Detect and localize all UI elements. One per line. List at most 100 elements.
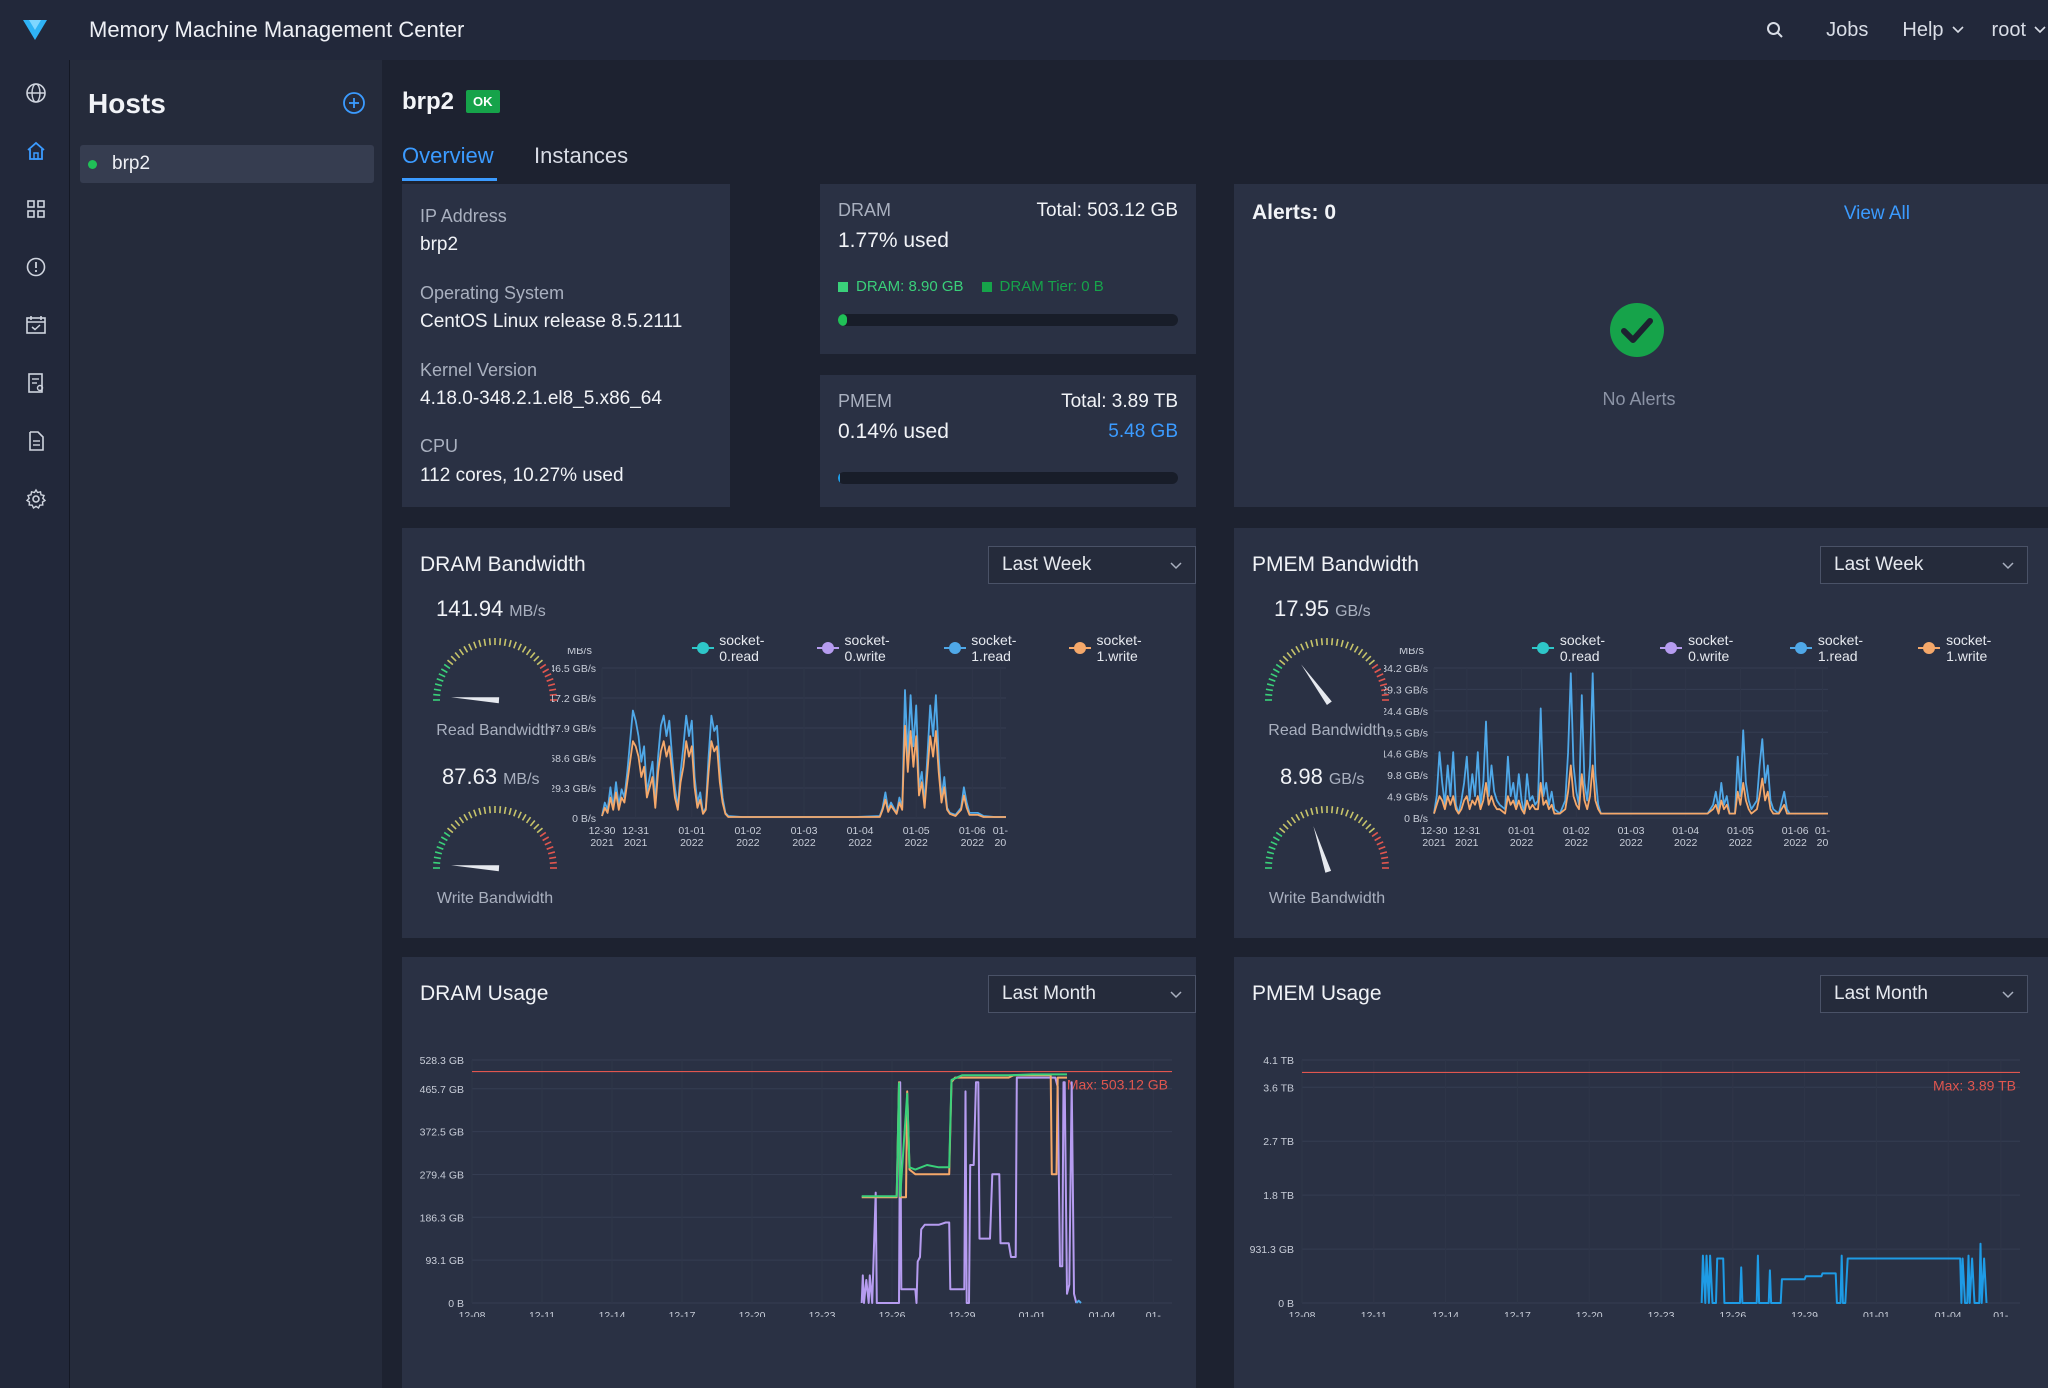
gauge-tick [443, 663, 451, 670]
gauge-tick [1266, 683, 1275, 687]
user-label: root [1991, 18, 2026, 41]
nav-dashboard[interactable] [23, 196, 49, 222]
home-icon [27, 141, 45, 160]
dram-write-number: 87.63 [442, 764, 498, 789]
legend-socket-1-read[interactable]: socket-1.read [944, 632, 1053, 664]
nav-alerts[interactable] [23, 254, 49, 280]
gauge-tick [1357, 648, 1364, 656]
dram-summary-card: DRAM Total: 503.12 GB 1.77% used DRAM: 8… [820, 184, 1196, 354]
report-icon [28, 373, 44, 393]
legend-label: socket-1.write [1096, 632, 1142, 664]
gauge-tick [1353, 645, 1359, 653]
x-tick-label: 20 [995, 837, 1007, 849]
pmem-bandwidth-title: PMEM Bandwidth [1252, 553, 1419, 576]
dram-legend-swatch [838, 281, 848, 292]
gauge-tick [517, 811, 522, 819]
y-tick-label: 0 B/s [1404, 813, 1428, 825]
dram-read-gauge [433, 638, 557, 704]
gauge-tick [1265, 693, 1273, 697]
pmem-usage-bar-fill [838, 472, 841, 484]
gauge-tick [436, 846, 444, 850]
gauge-tick [1381, 856, 1389, 860]
view-all-link[interactable]: View All [1843, 203, 1910, 224]
gauge-tick [458, 816, 465, 824]
gauge-tick [1278, 659, 1286, 666]
y-tick-label: 4.9 GB/s [1387, 792, 1428, 804]
alerts-card: Alerts: 0 View All No Alerts [1234, 184, 2048, 507]
gauge-tick [1371, 831, 1379, 838]
x-tick-label: 12-30 [589, 825, 616, 837]
gauge-tick [533, 655, 540, 662]
legend-marker [817, 642, 840, 654]
legend-socket-1-write[interactable]: socket-1.write [1069, 632, 1180, 664]
series-line-pmem [1075, 1299, 1082, 1304]
chevron-down-icon [2002, 991, 2014, 999]
user-menu[interactable]: root [1992, 19, 2046, 42]
y-tick-label: 4.1 TB [1263, 1055, 1294, 1067]
legend-socket-0-write[interactable]: socket-0.write [817, 632, 928, 664]
nav-globe[interactable] [23, 80, 49, 106]
gauge-tick [1295, 813, 1301, 821]
nav-home[interactable] [23, 138, 49, 164]
y-tick-label: 0 B [448, 1298, 464, 1310]
pmem-bandwidth-legend: socket-0.read socket-0.write socket-1.re… [1532, 632, 2048, 664]
dram-write-caption: Write Bandwidth [436, 890, 554, 907]
x-tick-label: 12-08 [1289, 1310, 1316, 1317]
app-logo[interactable] [0, 0, 70, 60]
gauge-tick [438, 673, 446, 678]
legend-socket-1-write[interactable]: socket-1.write [1918, 632, 2032, 664]
logo-icon [23, 20, 47, 40]
dram-bandwidth-range-select[interactable]: Last Week [988, 546, 1196, 584]
series-line-socket-1.write [1433, 764, 1828, 815]
gauge-tick [1368, 827, 1376, 834]
gauge-tick [434, 851, 443, 855]
x-tick-label: 12-14 [599, 1310, 626, 1317]
x-tick-label: 20 [1817, 837, 1829, 849]
dram-write-value: 87.63 MB/s [442, 764, 540, 790]
legend-socket-0-read[interactable]: socket-0.read [692, 632, 801, 664]
plus-circle-icon [343, 92, 365, 114]
tab-instances[interactable]: Instances [534, 143, 629, 168]
search-button[interactable] [1766, 21, 1784, 39]
pmem-usage-chart: 0 B 931.3 GB 1.8 TB 2.7 TB 3.6 TB 4.1 TB 12-08… [1250, 1055, 2020, 1317]
help-menu[interactable]: Help [1902, 19, 1964, 42]
nav-schedule[interactable] [23, 312, 49, 338]
kernel-value: 4.18.0-348.2.1.el8_5.x86_64 [420, 388, 662, 409]
y-tick-label: 117.2 GB/s [552, 693, 596, 705]
y-tick-label: 14.6 GB/s [1384, 749, 1428, 761]
x-tick-label: 01-04 [847, 825, 874, 837]
x-tick-label: 01-04 [1935, 1310, 1962, 1317]
dram-usage-title: DRAM Usage [420, 982, 549, 1005]
x-tick-label: 2021 [590, 837, 614, 849]
top-bar: Memory Machine Management Center Jobs He… [0, 0, 2048, 60]
nav-reports[interactable] [23, 370, 49, 396]
pmem-bandwidth-range-select[interactable]: Last Week [1820, 546, 2028, 584]
series-line-socket-1.write [601, 724, 1006, 818]
gauge-tick [458, 648, 465, 656]
gauge-tick [443, 831, 451, 838]
gauge-tick [1340, 639, 1344, 648]
x-tick-label: 12-14 [1432, 1310, 1459, 1317]
gauge-tick [436, 678, 444, 682]
x-tick-label: 12-31 [622, 825, 649, 837]
legend-socket-0-read[interactable]: socket-0.read [1532, 632, 1644, 664]
x-tick-label: 2022 [736, 837, 760, 849]
gauge-tick [542, 836, 550, 842]
gauge-tick [1310, 807, 1314, 816]
pmem-usage-range-select[interactable]: Last Month [1820, 975, 2028, 1013]
legend-socket-1-read[interactable]: socket-1.read [1790, 632, 1902, 664]
gauge-tick [1365, 655, 1372, 662]
nav-documents[interactable] [23, 428, 49, 454]
gauge-tick [1305, 809, 1309, 817]
add-host-button[interactable] [342, 91, 366, 120]
nav-settings[interactable] [23, 486, 49, 512]
host-list-item[interactable]: brp2 [80, 145, 374, 183]
dram-bandwidth-chart: MB/s 0 B/s 29.3 GB/s 58.6 GB/s 87.9 GB/s 117.… [552, 648, 1008, 849]
tab-overview[interactable]: Overview [402, 143, 494, 168]
pmem-summary-card: PMEM Total: 3.89 TB 0.14% used 5.48 GB [820, 375, 1196, 507]
pmem-read-value: 17.95 GB/s [1274, 596, 1371, 622]
jobs-link[interactable]: Jobs [1826, 18, 1869, 41]
gauge-tick [1270, 673, 1278, 678]
dram-usage-range-select[interactable]: Last Month [988, 975, 1196, 1013]
legend-socket-0-write[interactable]: socket-0.write [1660, 632, 1774, 664]
